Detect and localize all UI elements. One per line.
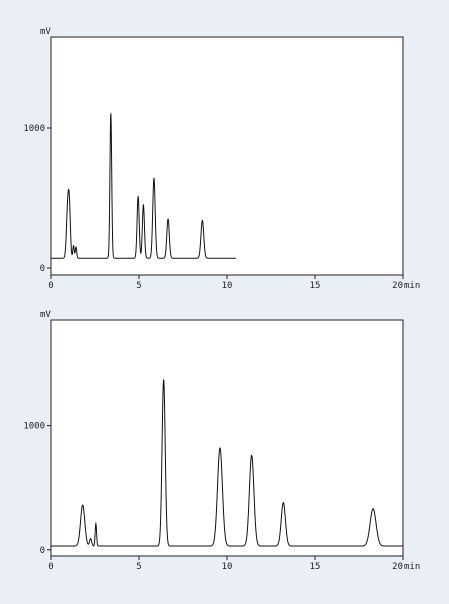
panel-2-x-tick-label-20: 20 [392, 562, 403, 572]
panel-1-x-tick-label-5: 5 [136, 281, 141, 291]
panel-1-x-tick-label-10: 10 [222, 281, 233, 291]
panel-2-x-tick-label-5: 5 [136, 562, 141, 572]
panel-2-x-tick-label-10: 10 [222, 562, 233, 572]
panel-1-x-tick-label-20: 20 [392, 281, 403, 291]
panel-1-plot-area [51, 37, 403, 275]
panel-1-x-tick-label-0: 0 [48, 281, 53, 291]
panel-2-x-unit-label: min [404, 562, 420, 572]
panel-2-y-unit-label: mV [40, 310, 51, 320]
panel-2-y-tick-label-0: 0 [40, 546, 45, 556]
panel-1-y-unit-label: mV [40, 27, 51, 37]
panel-1-x-tick-label-15: 15 [310, 281, 321, 291]
panel-2-y-tick-label-1000: 1000 [23, 422, 45, 432]
panel-2-x-tick-label-15: 15 [310, 562, 321, 572]
panel-1-y-tick-label-0: 0 [40, 264, 45, 274]
panel-1-x-unit-label: min [404, 281, 420, 291]
panel-2-plot-area [51, 320, 403, 556]
panel-1-y-tick-label-1000: 1000 [23, 124, 45, 134]
panel-2-x-tick-label-0: 0 [48, 562, 53, 572]
